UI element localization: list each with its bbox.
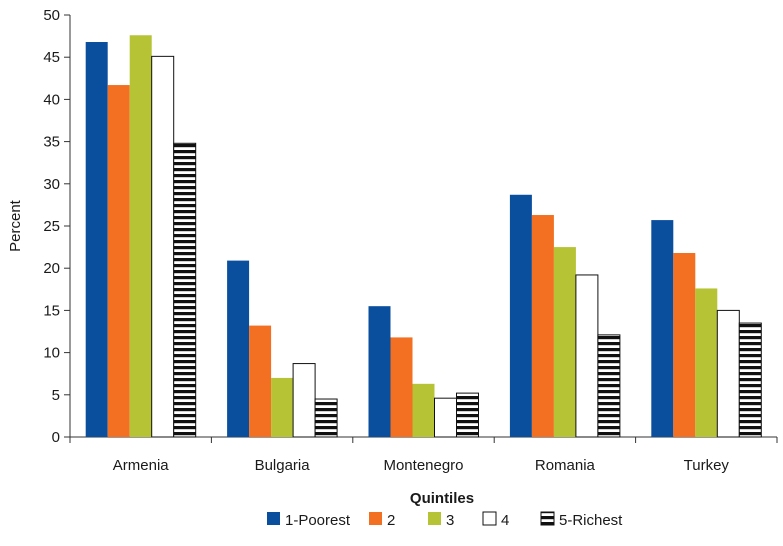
x-tick-label: Turkey bbox=[684, 457, 730, 474]
bar bbox=[107, 85, 130, 437]
x-axis: Armenia Bulgaria Montenegro Romania Turkey bbox=[69, 436, 778, 474]
bar bbox=[271, 377, 294, 437]
bar bbox=[531, 215, 554, 437]
y-tick-label: 50 bbox=[43, 7, 60, 24]
legend-swatch bbox=[369, 512, 382, 525]
legend-label: 5-Richest bbox=[559, 512, 623, 529]
x-tick-label: Armenia bbox=[113, 457, 170, 474]
bar bbox=[249, 325, 272, 437]
bar bbox=[553, 247, 576, 437]
bars bbox=[85, 35, 762, 438]
legend-label: 2 bbox=[387, 512, 395, 529]
y-tick-label: 45 bbox=[43, 49, 60, 66]
y-tick-label: 25 bbox=[43, 218, 60, 235]
x-tick-label: Bulgaria bbox=[255, 457, 311, 474]
bar bbox=[509, 194, 532, 437]
legend-label: 3 bbox=[446, 512, 454, 529]
bar bbox=[597, 334, 621, 438]
legend-swatch bbox=[428, 512, 441, 525]
bar bbox=[292, 363, 316, 438]
y-tick-label: 30 bbox=[43, 176, 60, 193]
y-tick-label: 20 bbox=[43, 260, 60, 277]
y-tick-label: 5 bbox=[52, 387, 60, 404]
bar bbox=[456, 392, 479, 438]
y-tick-label: 35 bbox=[43, 134, 60, 151]
x-tick-label: Romania bbox=[535, 457, 596, 474]
bar bbox=[716, 309, 740, 438]
legend-swatch bbox=[540, 511, 555, 526]
legend-label: 4 bbox=[501, 512, 509, 529]
bar bbox=[673, 253, 696, 437]
bar bbox=[651, 220, 674, 437]
bar bbox=[738, 322, 762, 438]
y-tick-label: 10 bbox=[43, 345, 60, 362]
bar bbox=[412, 383, 435, 437]
bar bbox=[173, 142, 197, 438]
bar bbox=[575, 274, 599, 438]
y-axis-label: Percent bbox=[7, 199, 24, 252]
legend-swatch bbox=[267, 512, 280, 525]
bar bbox=[314, 398, 338, 438]
bar bbox=[129, 35, 152, 437]
legend-label: 1-Poorest bbox=[285, 512, 351, 529]
bar bbox=[434, 397, 457, 438]
bar bbox=[227, 260, 250, 437]
legend-swatch bbox=[482, 511, 497, 526]
bar bbox=[695, 288, 718, 437]
bar bbox=[85, 42, 108, 438]
y-tick-label: 15 bbox=[43, 302, 60, 319]
legend: 1-Poorest 2 3 4 5-Richest bbox=[267, 511, 623, 529]
y-tick-label: 40 bbox=[43, 91, 60, 108]
bar bbox=[151, 55, 175, 438]
bar bbox=[390, 337, 413, 437]
bar bbox=[368, 306, 391, 437]
y-axis: 0 5 10 15 20 25 30 35 40 45 50 bbox=[43, 7, 71, 446]
x-tick-label: Montenegro bbox=[383, 457, 463, 474]
legend-title: Quintiles bbox=[410, 490, 474, 507]
y-tick-label: 0 bbox=[52, 429, 60, 446]
